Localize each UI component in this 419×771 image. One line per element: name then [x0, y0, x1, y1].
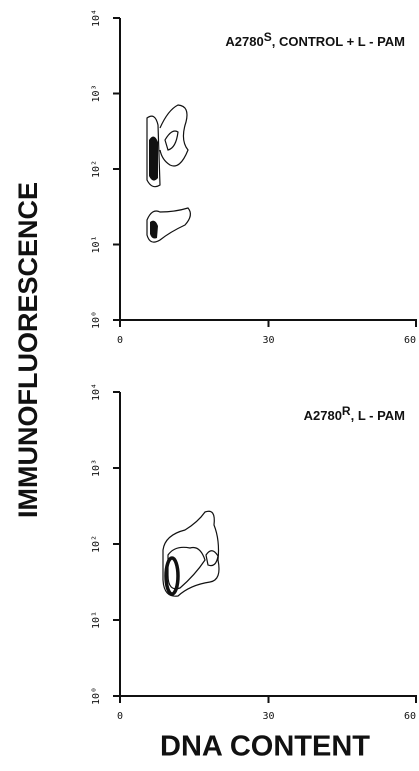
y-tick-label: 10² — [91, 535, 102, 553]
y-tick-label: 10² — [91, 160, 102, 178]
y-tick-label: 10⁰ — [91, 687, 102, 705]
y-tick-label: 10³ — [91, 84, 102, 102]
panel-title-base: A2780 — [304, 408, 342, 423]
y-tick-label: 10⁰ — [91, 311, 102, 329]
y-axis-label: IMMUNOFLUORESCENCE — [13, 182, 43, 518]
y-tick-label: 10¹ — [91, 611, 102, 629]
y-tick-label: 10⁴ — [91, 9, 102, 27]
x-tick-label: 30 — [262, 711, 274, 722]
panel-title-sup: S — [264, 30, 272, 44]
panel-title-rest: , L - PAM — [351, 408, 405, 423]
panel-title-rest: , CONTROL + L - PAM — [272, 34, 405, 49]
x-tick-label: 0 — [117, 711, 123, 722]
y-tick-label: 10³ — [91, 459, 102, 477]
panel-title-base: A2780 — [225, 34, 263, 49]
panel-title: A2780R, L - PAM — [304, 404, 405, 423]
x-tick-label: 30 — [262, 335, 274, 346]
axis-frame — [119, 18, 417, 321]
panel-title: A2780S, CONTROL + L - PAM — [225, 30, 405, 49]
x-axis-label: DNA CONTENT — [160, 731, 370, 763]
x-tick-label: 0 — [117, 335, 123, 346]
x-tick-label: 60 — [404, 711, 416, 722]
x-tick-label: 60 — [404, 335, 416, 346]
y-tick-label: 10⁴ — [91, 383, 102, 401]
panel-title-sup: R — [342, 404, 351, 418]
y-tick-label: 10¹ — [91, 235, 102, 253]
contours-1 — [146, 104, 191, 243]
contours-2 — [162, 510, 220, 597]
